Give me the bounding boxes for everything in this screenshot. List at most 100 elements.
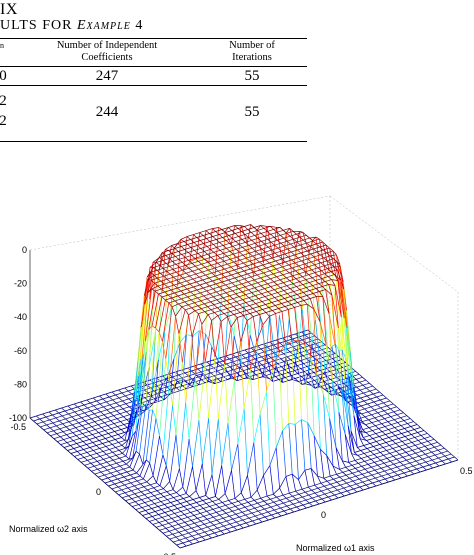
mesh-line-x: [305, 274, 313, 344]
mesh-line-x: [285, 267, 293, 271]
mesh-line-x: [281, 248, 288, 252]
mesh-line-y: [229, 515, 234, 520]
mesh-line-y: [229, 523, 234, 528]
mesh-line-x: [203, 293, 211, 297]
mesh-line-y: [185, 380, 190, 385]
mesh-line-x: [253, 414, 261, 443]
mesh-line-x: [317, 257, 324, 261]
mesh-line-y: [151, 288, 156, 292]
mesh-line-x: [228, 233, 236, 236]
mesh-line-x: [265, 257, 273, 261]
mesh-line-x: [435, 460, 443, 464]
mesh-line-y: [309, 237, 314, 242]
mesh-line-y: [348, 462, 353, 466]
mesh-line-x: [167, 284, 175, 288]
mesh-line-y: [418, 455, 423, 460]
mesh-line-y: [181, 362, 187, 403]
mesh-line-x: [149, 418, 157, 464]
mesh-line-x: [280, 232, 287, 236]
mesh-line-x: [233, 259, 241, 263]
mesh-line-y: [219, 357, 224, 362]
mesh-line-y: [281, 356, 287, 383]
mesh-line-x: [384, 476, 392, 480]
mesh-line-y: [249, 305, 254, 309]
row1-coefficients: 247: [95, 68, 119, 84]
mesh-line-y: [371, 474, 376, 479]
mesh-line-y: [297, 249, 302, 254]
mesh-line-y: [196, 289, 201, 294]
mesh-line-x: [223, 303, 231, 307]
mesh-line-x: [56, 423, 63, 427]
mesh-line-x: [300, 358, 307, 362]
mesh-line-x: [135, 499, 142, 503]
mesh-line-y: [237, 225, 242, 269]
mesh-line-x: [332, 356, 339, 359]
mesh-line-y: [53, 430, 58, 434]
mesh-line-y: [228, 227, 233, 231]
mesh-line-x: [113, 457, 120, 461]
mesh-line-y: [167, 507, 172, 511]
mesh-line-x: [225, 510, 233, 514]
mesh-line-y: [79, 438, 84, 442]
mesh-line-x: [348, 460, 356, 463]
mesh-line-y: [93, 450, 97, 454]
mesh-line-y: [120, 429, 125, 433]
mesh-line-x: [126, 457, 133, 465]
mesh-line-x: [120, 419, 127, 422]
z-tick-label: -100: [9, 413, 27, 423]
mesh-line-x: [323, 371, 331, 374]
mesh-line-x: [161, 286, 168, 290]
mesh-line-y: [168, 250, 173, 254]
mesh-line-x: [162, 250, 169, 253]
mesh-line-x: [381, 421, 389, 425]
mesh-line-x: [374, 415, 382, 419]
mesh-line-x: [96, 443, 103, 446]
mesh-line-y: [282, 266, 287, 271]
mesh-line-x: [331, 295, 339, 329]
mesh-line-x: [201, 314, 209, 325]
mesh-line-y: [348, 470, 353, 474]
mesh-line-y: [317, 376, 323, 387]
mesh-line-y: [201, 333, 206, 375]
mesh-line-y: [364, 468, 369, 473]
mesh-line-y: [76, 451, 81, 455]
mesh-line-x: [212, 227, 219, 229]
mesh-line-x: [291, 339, 299, 342]
mesh-line-y: [291, 361, 296, 380]
mesh-line-x: [232, 243, 240, 247]
mesh-line-y: [165, 528, 170, 532]
mesh-line-y: [155, 527, 160, 531]
mesh-line-y: [368, 471, 373, 476]
mesh-line-x: [319, 321, 327, 346]
mesh-line-x: [142, 410, 150, 465]
mesh-line-x: [250, 345, 258, 349]
mesh-line-y: [170, 502, 175, 506]
mesh-line-y: [294, 370, 299, 374]
mesh-line-x: [68, 419, 76, 423]
mesh-line-x: [182, 259, 189, 263]
mesh-line-x: [141, 279, 149, 328]
mesh-line-y: [308, 345, 313, 350]
mesh-line-y: [205, 282, 210, 287]
mesh-line-y: [195, 273, 200, 278]
mesh-line-x: [274, 287, 281, 291]
mesh-line-x: [419, 461, 427, 465]
mesh-line-x: [337, 487, 344, 491]
mesh-line-x: [108, 439, 116, 442]
mesh-line-x: [398, 444, 406, 447]
mesh-line-y: [237, 272, 242, 277]
mesh-line-x: [260, 275, 268, 279]
mesh-line-y: [150, 272, 155, 276]
mesh-line-x: [268, 252, 276, 256]
mesh-line-x: [242, 305, 250, 308]
mesh-line-y: [213, 296, 218, 301]
mesh-line-x: [364, 458, 372, 462]
mesh-line-y: [415, 452, 420, 457]
mesh-line-y: [117, 426, 122, 430]
mesh-line-y: [189, 283, 194, 288]
mesh-line-y: [434, 446, 439, 451]
mesh-line-y: [301, 260, 306, 265]
mesh-line-y: [349, 477, 354, 482]
mesh-line-x: [173, 341, 181, 360]
mesh-line-y: [377, 420, 382, 424]
